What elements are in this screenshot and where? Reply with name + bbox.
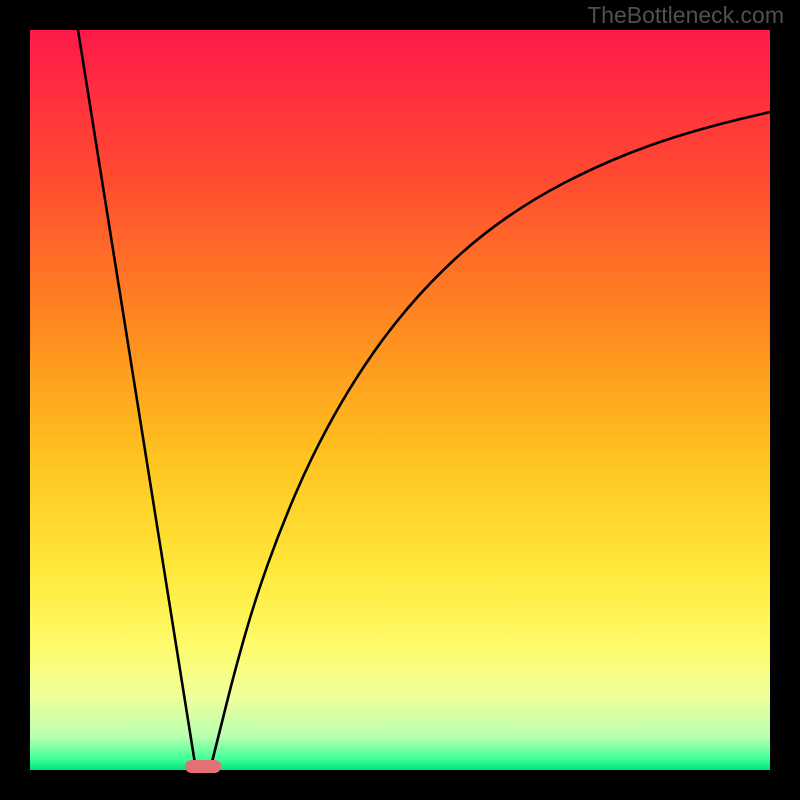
bottleneck-curve-svg: [30, 30, 770, 770]
chart-root: TheBottleneck.com: [0, 0, 800, 800]
watermark-text: TheBottleneck.com: [587, 2, 784, 29]
optimal-point-marker: [185, 760, 221, 773]
bottleneck-curve-path: [78, 30, 770, 770]
plot-area: [30, 30, 770, 770]
